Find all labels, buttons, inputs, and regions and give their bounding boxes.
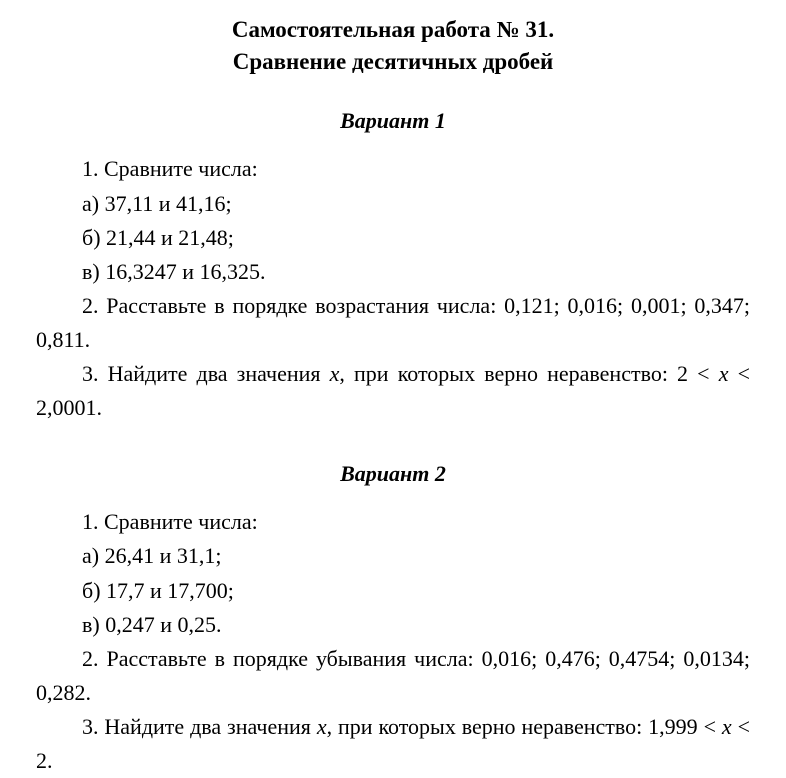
title-line-1: Самостоятельная работа № 31. bbox=[232, 17, 554, 42]
variable-x-icon: x bbox=[330, 361, 340, 386]
title-line-2: Сравнение десятичных дробей bbox=[233, 49, 554, 74]
v1-q2: 2. Расставьте в порядке возрастания числ… bbox=[36, 293, 750, 352]
v1-q1-b: б) 21,44 и 21,48; bbox=[82, 225, 234, 250]
variable-x-icon: x bbox=[719, 361, 729, 386]
worksheet-page: Самостоятельная работа № 31. Сравнение д… bbox=[0, 0, 786, 778]
worksheet-title: Самостоятельная работа № 31. Сравнение д… bbox=[36, 14, 750, 78]
v2-q1-b: б) 17,7 и 17,700; bbox=[82, 578, 234, 603]
variant-2-body: 1. Сравните числа: а) 26,41 и 31,1; б) 1… bbox=[36, 505, 750, 778]
v2-q2: 2. Расставьте в порядке убывания числа: … bbox=[36, 646, 750, 705]
variant-2-heading: Вариант 2 bbox=[36, 457, 750, 491]
v2-q3-pre: 3. Найдите два значения bbox=[82, 714, 317, 739]
v1-q3-mid: , при которых верно неравенство: 2 < bbox=[339, 361, 718, 386]
v2-q1-a: а) 26,41 и 31,1; bbox=[82, 543, 221, 568]
variant-1-heading: Вариант 1 bbox=[36, 104, 750, 138]
variable-x-icon: x bbox=[317, 714, 327, 739]
v1-q1-c: в) 16,3247 и 16,325. bbox=[82, 259, 266, 284]
v2-q3-mid: , при которых верно неравенство: 1,999 < bbox=[327, 714, 722, 739]
v1-q1-a: а) 37,11 и 41,16; bbox=[82, 191, 232, 216]
v1-q3-pre: 3. Найдите два значения bbox=[82, 361, 330, 386]
variable-x-icon: x bbox=[722, 714, 732, 739]
v2-q1-stem: 1. Сравните числа: bbox=[82, 509, 258, 534]
v1-q1-stem: 1. Сравните числа: bbox=[82, 156, 258, 181]
v2-q1-c: в) 0,247 и 0,25. bbox=[82, 612, 222, 637]
variant-1-body: 1. Сравните числа: а) 37,11 и 41,16; б) … bbox=[36, 152, 750, 425]
